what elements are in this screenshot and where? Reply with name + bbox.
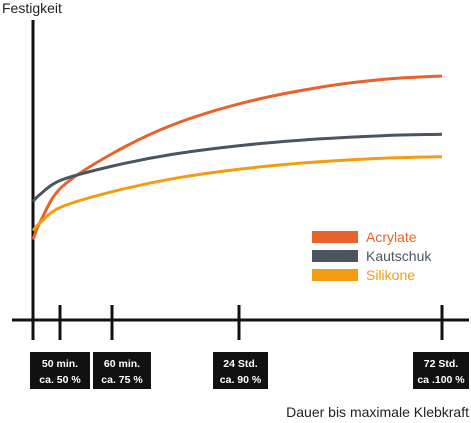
tick-label-box [413, 352, 469, 389]
x-axis-label: Dauer bis maximale Klebkraft [286, 404, 469, 420]
tick-label-time: 60 min. [104, 358, 140, 370]
x-tick-label: 50 min. ca. 50 % [30, 352, 90, 389]
legend-swatch [312, 250, 358, 262]
legend-label: Kautschuk [366, 248, 432, 264]
x-tick-label: 72 Std. ca .100 % [413, 352, 469, 389]
tick-label-percent: ca. 50 % [39, 374, 81, 386]
series-line-kautschuk [31, 132, 443, 203]
tick-label-box [30, 352, 90, 389]
tick-label-box [213, 352, 268, 389]
series-line-silikone [31, 155, 443, 232]
tick-label-time: 24 Std. [223, 358, 258, 370]
legend-label: Acrylate [366, 229, 417, 245]
legend-item-kautschuk: Kautschuk [312, 248, 432, 264]
y-axis-label: Festigkeit [2, 0, 62, 16]
tick-label-percent: ca .100 % [417, 374, 465, 386]
legend-item-silikone: Silikone [312, 267, 415, 283]
tick-label-percent: ca. 90 % [220, 374, 262, 386]
legend-swatch [312, 269, 358, 281]
legend-item-acrylate: Acrylate [312, 229, 417, 245]
legend-swatch [312, 231, 358, 243]
legend-label: Silikone [366, 267, 415, 283]
tick-label-time: 50 min. [42, 358, 78, 370]
x-tick-label: 24 Std. ca. 90 % [213, 352, 268, 389]
series-line-acrylate [31, 74, 443, 241]
tick-label-percent: ca. 75 % [101, 374, 143, 386]
x-tick-label: 60 min. ca. 75 % [93, 352, 151, 389]
tick-label-time: 72 Std. [424, 358, 459, 370]
tick-label-box [93, 352, 151, 389]
